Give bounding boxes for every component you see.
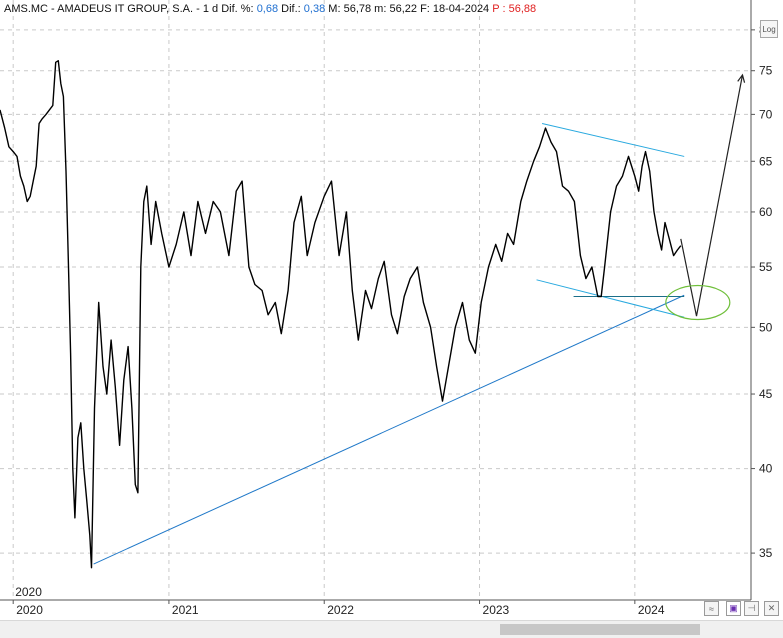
date-label: F:	[420, 3, 430, 15]
dif-pct-value: 0,68	[256, 3, 279, 15]
horizontal-scrollbar[interactable]	[0, 620, 783, 638]
date-value: 18-04-2024	[432, 3, 490, 15]
dif-pct-label: Dif. %:	[221, 3, 254, 15]
y-tick-label: 35	[759, 546, 773, 560]
projection-path	[680, 74, 744, 317]
y-tick-label: 75	[759, 64, 773, 78]
log-scale-button[interactable]: Log	[760, 20, 778, 38]
x-tick-label: 2021	[172, 603, 199, 617]
info-bar: AMS.MC - AMADEUS IT GROUP, S.A. - 1 d Di…	[4, 3, 536, 15]
scrollbar-thumb[interactable]	[500, 624, 700, 635]
y-tick-label: 45	[759, 387, 773, 401]
dif-value: 0,38	[303, 3, 326, 15]
price-chart: 3540455055606570758020202021202220232024…	[0, 0, 773, 617]
dif-label: Dif.:	[281, 3, 301, 15]
max-value: 56,78	[343, 3, 372, 15]
x-tick-label: 2023	[483, 603, 510, 617]
price-series	[0, 60, 682, 569]
max-label: M:	[328, 3, 341, 15]
price-value: 56,88	[508, 3, 537, 15]
min-label: m:	[374, 3, 387, 15]
close-icon[interactable]: ✕	[764, 601, 779, 616]
y-tick-label: 55	[759, 260, 773, 274]
ticker-name: AMS.MC - AMADEUS IT GROUP, S.A. -	[4, 3, 200, 15]
target-zone-ellipse	[665, 284, 731, 321]
x-tick-label: 2020	[16, 603, 43, 617]
channel-top-line	[541, 122, 685, 157]
channel-bottom-line	[536, 279, 685, 318]
y-tick-label: 50	[759, 320, 773, 334]
projection-arrowhead	[737, 73, 746, 83]
price-line	[0, 60, 682, 569]
pin-icon[interactable]: ⊣	[744, 601, 759, 616]
min-value: 56,22	[389, 3, 417, 15]
y-tick-label: 40	[759, 462, 773, 476]
period: 1 d	[202, 3, 219, 15]
x-tick-label: 2022	[327, 603, 354, 617]
plot-area[interactable]: 3540455055606570758020202021202220232024…	[0, 0, 783, 620]
y-tick-label: 65	[759, 154, 773, 168]
wave-icon[interactable]: ≈	[704, 601, 719, 616]
grid	[0, 0, 751, 600]
x-tick-label: 2024	[638, 603, 665, 617]
support-trendline	[93, 294, 685, 565]
y-tick-label: 60	[759, 205, 773, 219]
x-marker-label: 2020	[15, 585, 42, 599]
axes: 3540455055606570758020202021202220232024…	[0, 0, 773, 617]
annotations	[93, 73, 746, 565]
floppy-disk-icon[interactable]: ▣	[726, 601, 741, 616]
y-tick-label: 70	[759, 107, 773, 121]
price-label: P :	[492, 3, 506, 15]
